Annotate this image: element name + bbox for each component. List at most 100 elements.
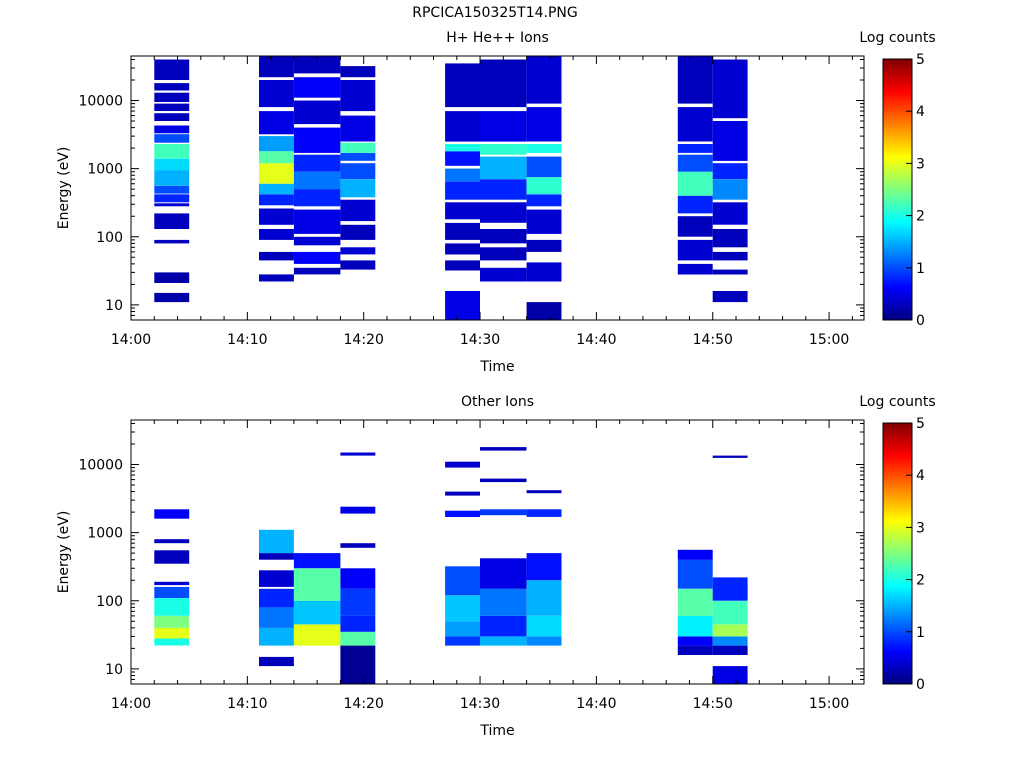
colorbar-tick-label: 2 <box>916 209 925 225</box>
spectrogram-cell <box>677 239 713 261</box>
spectrogram-cell <box>293 154 341 172</box>
spectrogram-cell <box>480 558 527 589</box>
spectrogram-cell <box>677 56 713 104</box>
spectrogram-cell <box>293 267 341 275</box>
colorbar-tick-label: 3 <box>916 520 925 536</box>
panel-title: Other Ions <box>461 394 534 410</box>
spectrogram-cell <box>677 171 713 196</box>
spectrogram-cell <box>154 627 190 639</box>
spectrogram-cell <box>480 509 527 516</box>
colorbar-tick-label: 4 <box>916 468 925 484</box>
spectrogram-cell <box>677 195 713 214</box>
spectrogram-cell <box>259 570 294 587</box>
spectrogram-cell <box>526 580 562 616</box>
spectrogram-cell <box>712 121 748 161</box>
x-tick-label: 14:00 <box>111 332 151 348</box>
spectrogram-cell <box>712 645 748 655</box>
spectrogram-cell <box>259 163 294 184</box>
spectrogram-cell <box>677 645 713 655</box>
spectrogram-cell <box>340 506 376 514</box>
spectrogram-cell <box>154 158 190 171</box>
spectrogram-cell <box>480 588 527 616</box>
colorbar-tick-label: 5 <box>916 416 925 432</box>
y-tick-label: 100 <box>96 230 123 246</box>
spectrogram-cell <box>480 636 527 646</box>
spectrogram-cell <box>259 607 294 628</box>
spectrogram-cell <box>154 292 190 303</box>
spectrogram-cell <box>445 566 480 596</box>
spectrogram-cell <box>293 171 341 190</box>
spectrogram-cell <box>712 163 748 180</box>
spectrogram-cell <box>340 452 376 456</box>
spectrogram-cell <box>259 80 294 108</box>
y-tick-label: 1000 <box>87 526 123 542</box>
spectrogram-cell <box>480 615 527 637</box>
spectrogram-cell <box>259 588 294 608</box>
spectrogram-cell <box>293 127 341 153</box>
spectrogram-cell <box>480 179 527 200</box>
spectrogram-cell <box>526 262 562 282</box>
spectrogram-cell <box>526 553 562 581</box>
spectrogram-cell <box>712 455 748 458</box>
colorbar-tick-label: 0 <box>916 677 925 693</box>
spectrogram-cell <box>340 142 376 153</box>
spectrogram-cell <box>677 588 713 616</box>
spectrogram-cell <box>340 631 376 646</box>
spectrogram-cell <box>154 203 190 207</box>
spectrogram-cell <box>154 170 190 186</box>
plot-frame <box>130 419 865 685</box>
x-tick-label: 14:50 <box>693 696 733 712</box>
spectrogram-cell <box>445 461 480 468</box>
spectrogram-cell <box>526 156 562 178</box>
spectrogram-cell <box>259 529 294 554</box>
spectrogram-cell <box>445 636 480 646</box>
panel-title: H+ He++ Ions <box>446 30 549 46</box>
spectrogram-cell <box>445 151 480 166</box>
spectrogram-cell <box>340 199 376 222</box>
spectrogram-cell <box>445 111 480 142</box>
spectrogram-cell <box>677 559 713 589</box>
spectrogram-cell <box>293 600 341 625</box>
spectrogram-cell <box>259 229 294 240</box>
y-tick-label: 1000 <box>87 162 123 178</box>
spectrogram-cell <box>259 194 294 206</box>
colorbar-label: Log counts <box>859 30 935 46</box>
spectrogram-cell <box>154 113 190 121</box>
spectrogram-cell <box>259 553 294 560</box>
spectrogram-cell <box>293 100 341 125</box>
x-tick-label: 14:20 <box>344 696 384 712</box>
spectrogram-cell <box>712 624 748 637</box>
spectrogram-cell <box>712 636 748 646</box>
x-tick-label: 14:40 <box>576 332 616 348</box>
y-tick-label: 10000 <box>78 458 123 474</box>
spectrogram-cell <box>526 209 562 234</box>
spectrogram-cell <box>154 638 190 646</box>
spectrogram-cell <box>480 229 527 244</box>
spectrogram-cell <box>445 291 480 320</box>
spectrogram-cell <box>154 597 190 616</box>
spectrogram-cell <box>480 144 527 155</box>
x-tick-label: 14:30 <box>460 696 500 712</box>
spectrogram-cell <box>712 291 748 303</box>
spectrogram-cell <box>677 263 713 275</box>
spectrogram-cell <box>340 152 376 161</box>
spectrogram-cell <box>480 202 527 223</box>
spectrogram-cell <box>154 134 190 143</box>
y-tick-label: 10000 <box>78 94 123 110</box>
spectrogram-cell <box>340 247 376 255</box>
spectrogram-cell <box>480 59 527 108</box>
spectrogram-cell <box>526 302 562 320</box>
colorbar-frame <box>882 58 913 321</box>
spectrogram-cell <box>154 83 190 91</box>
spectrogram-cell <box>526 56 562 104</box>
spectrogram-cell <box>445 144 480 152</box>
spectrogram-cell <box>712 229 748 248</box>
spectrogram-cell <box>677 615 713 637</box>
y-axis-label: Energy (eV) <box>56 511 72 594</box>
spectrogram-cell <box>526 107 562 142</box>
spectrogram-cell <box>712 179 748 200</box>
spectrogram-cell <box>259 56 294 78</box>
spectrogram-cell <box>293 209 341 234</box>
